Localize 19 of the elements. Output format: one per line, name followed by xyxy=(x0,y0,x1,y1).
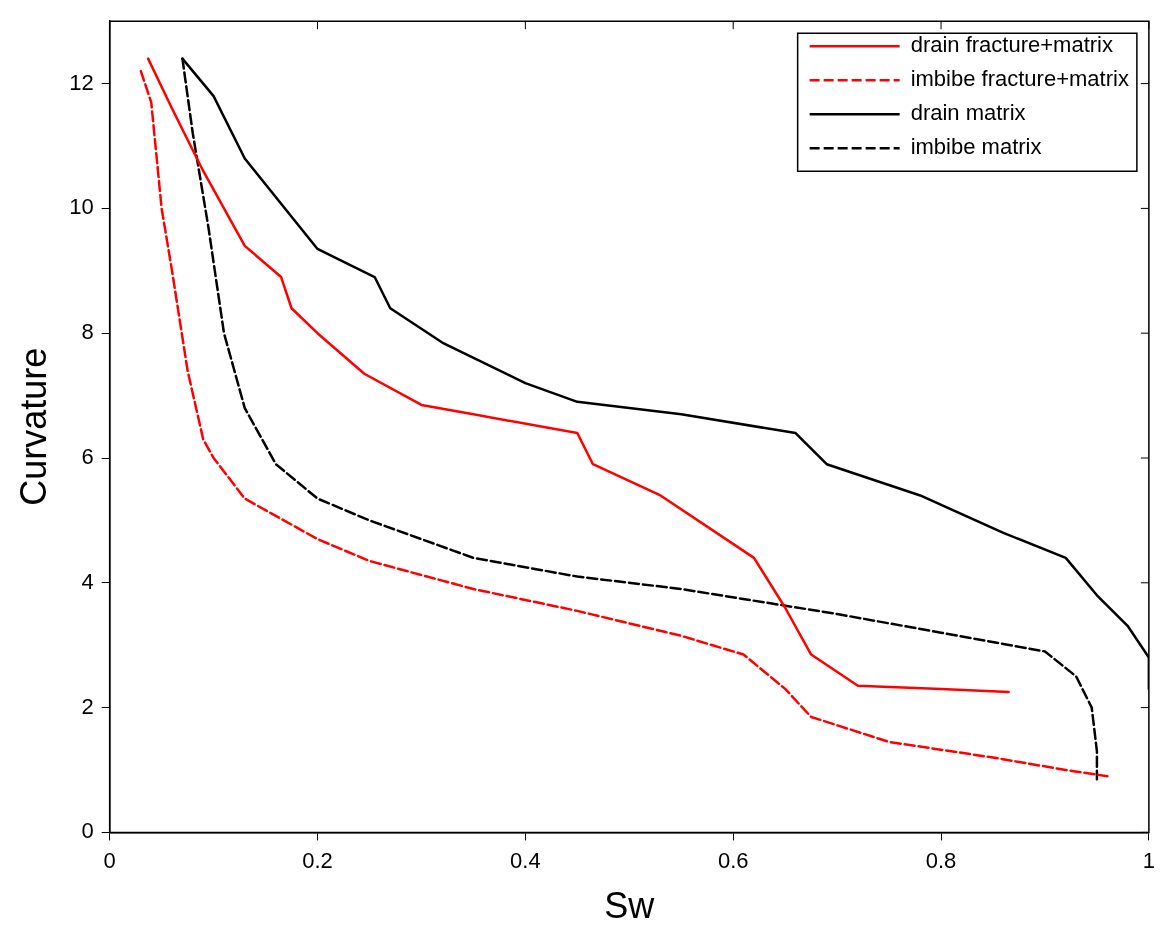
legend-label: imbibe fracture+matrix xyxy=(910,66,1129,92)
legend-label: drain matrix xyxy=(910,100,1026,126)
y-tick-label: 6 xyxy=(81,444,94,470)
x-tick-label: 1 xyxy=(1142,847,1156,873)
y-tick-label: 0 xyxy=(81,818,94,844)
x-tick-label: 0.8 xyxy=(925,847,957,873)
legend-label: drain fracture+matrix xyxy=(910,32,1113,58)
y-tick-label: 12 xyxy=(69,69,94,95)
x-tick-label: 0.6 xyxy=(717,847,749,873)
y-tick-label: 8 xyxy=(81,319,94,345)
y-tick-label: 10 xyxy=(69,194,94,220)
x-axis-title: Sw xyxy=(604,885,656,927)
x-tick-label: 0.2 xyxy=(302,847,333,873)
legend-label: imbibe matrix xyxy=(910,134,1042,160)
y-tick-label: 2 xyxy=(81,693,94,719)
x-tick-label: 0 xyxy=(103,847,116,873)
y-axis-title: Curvature xyxy=(12,347,54,506)
y-tick-label: 4 xyxy=(81,568,94,594)
x-tick-label: 0.4 xyxy=(510,847,541,873)
